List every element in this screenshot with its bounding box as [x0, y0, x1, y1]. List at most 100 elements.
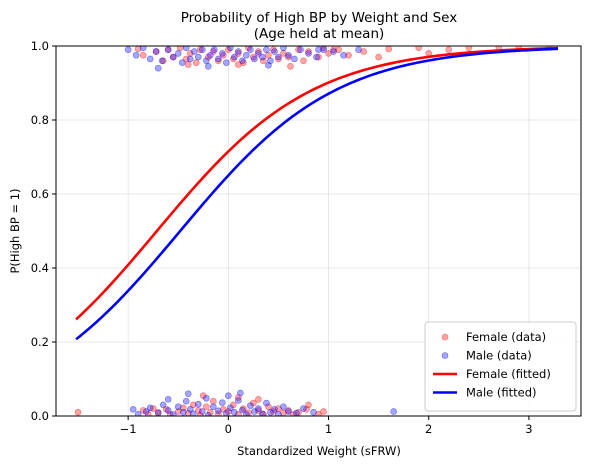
y-tick-label-2: 0.4	[31, 261, 49, 275]
point-0-81	[445, 46, 453, 54]
point-1-62	[215, 55, 222, 63]
point-1-20	[223, 410, 230, 416]
point-1-3	[146, 404, 154, 412]
point-0-82	[465, 46, 473, 52]
point-1-22	[231, 408, 238, 416]
point-1-36	[293, 409, 300, 416]
point-1-83	[313, 53, 320, 61]
point-1-43	[225, 392, 232, 399]
point-1-91	[315, 46, 322, 54]
point-0-62	[260, 57, 267, 65]
point-1-49	[158, 57, 166, 65]
point-0-51	[204, 53, 212, 61]
point-1-5	[159, 401, 167, 409]
point-1-73	[259, 53, 266, 61]
point-1-90	[265, 61, 272, 69]
point-1-55	[186, 55, 194, 63]
point-1-8	[174, 403, 182, 411]
point-0-13	[202, 403, 210, 411]
point-1-79	[285, 51, 292, 59]
point-1-6	[164, 407, 172, 414]
point-1-80	[291, 55, 298, 63]
point-0-63	[265, 51, 272, 59]
point-0-0	[74, 408, 82, 416]
point-1-28	[255, 405, 262, 412]
x-tick-label-2: 1	[325, 422, 332, 436]
point-0-74	[335, 46, 342, 54]
point-1-26	[247, 402, 254, 409]
fitted-line-1	[75, 47, 559, 341]
point-1-76	[271, 48, 278, 55]
point-0-73	[325, 50, 332, 57]
y-tick-label-4: 0.8	[31, 113, 49, 127]
point-0-56	[230, 55, 237, 63]
point-1-23	[235, 397, 242, 404]
point-0-75	[345, 51, 352, 59]
point-0-77	[375, 53, 382, 61]
point-0-68	[295, 46, 302, 54]
point-0-53	[215, 57, 222, 65]
point-0-9	[184, 409, 192, 416]
point-1-1	[134, 410, 142, 416]
point-0-70	[305, 48, 312, 55]
point-0-89	[330, 46, 337, 54]
point-1-39	[390, 408, 397, 415]
point-1-12	[189, 410, 197, 416]
point-1-74	[263, 46, 270, 54]
point-1-88	[154, 64, 162, 72]
point-1-24	[239, 406, 246, 414]
point-1-65	[227, 46, 234, 52]
point-0-88	[235, 61, 242, 68]
point-1-16	[204, 411, 212, 416]
point-1-60	[206, 51, 214, 59]
point-0-16	[215, 410, 222, 416]
plot-frame	[55, 45, 582, 417]
point-1-50	[164, 46, 172, 54]
x-tick-label-0: −1	[120, 422, 137, 436]
point-1-10	[182, 397, 190, 405]
y-tick-label-0: 0.0	[31, 409, 49, 423]
legend-items: Female (data) Male (data) Female (fitted) M…	[433, 330, 551, 400]
point-1-37	[300, 405, 307, 412]
y-tick-label-3: 0.6	[31, 187, 49, 201]
point-0-79	[415, 46, 422, 52]
point-1-67	[235, 48, 242, 55]
chart-title: Probability of High BP by Weight and Sex	[181, 10, 457, 26]
point-0-50	[196, 46, 204, 54]
point-0-48	[186, 50, 194, 57]
point-1-42	[164, 396, 172, 403]
point-1-18	[215, 407, 222, 415]
point-1-17	[209, 403, 217, 411]
point-1-82	[305, 50, 312, 57]
x-tick-label-3: 2	[425, 422, 432, 436]
point-1-69	[243, 51, 250, 59]
point-0-10	[189, 401, 197, 409]
point-1-48	[152, 48, 160, 55]
point-0-36	[320, 408, 327, 415]
point-1-19	[219, 399, 226, 406]
point-0-54	[220, 51, 227, 59]
point-1-70	[247, 46, 254, 54]
point-0-49	[192, 59, 200, 66]
point-0-69	[300, 57, 307, 65]
point-1-38	[310, 408, 317, 416]
x-axis-title: Standardized Weight (sFRW)	[237, 444, 401, 458]
point-1-46	[139, 46, 147, 52]
point-0-59	[245, 46, 252, 52]
legend-marker-0	[441, 333, 449, 341]
legend: Female (data) Male (data) Female (fitted) M…	[424, 321, 577, 412]
point-0-20	[235, 411, 242, 416]
point-1-61	[211, 46, 218, 54]
point-1-78	[280, 46, 287, 52]
point-0-86	[287, 63, 294, 70]
point-1-30	[263, 399, 270, 407]
point-1-66	[231, 53, 238, 61]
point-0-60	[250, 53, 257, 61]
point-1-35	[285, 408, 292, 415]
point-1-53	[178, 59, 186, 66]
point-1-33	[275, 411, 282, 416]
point-0-41	[139, 51, 147, 59]
legend-label-0: Female (data)	[466, 330, 546, 344]
point-1-29	[259, 410, 266, 416]
